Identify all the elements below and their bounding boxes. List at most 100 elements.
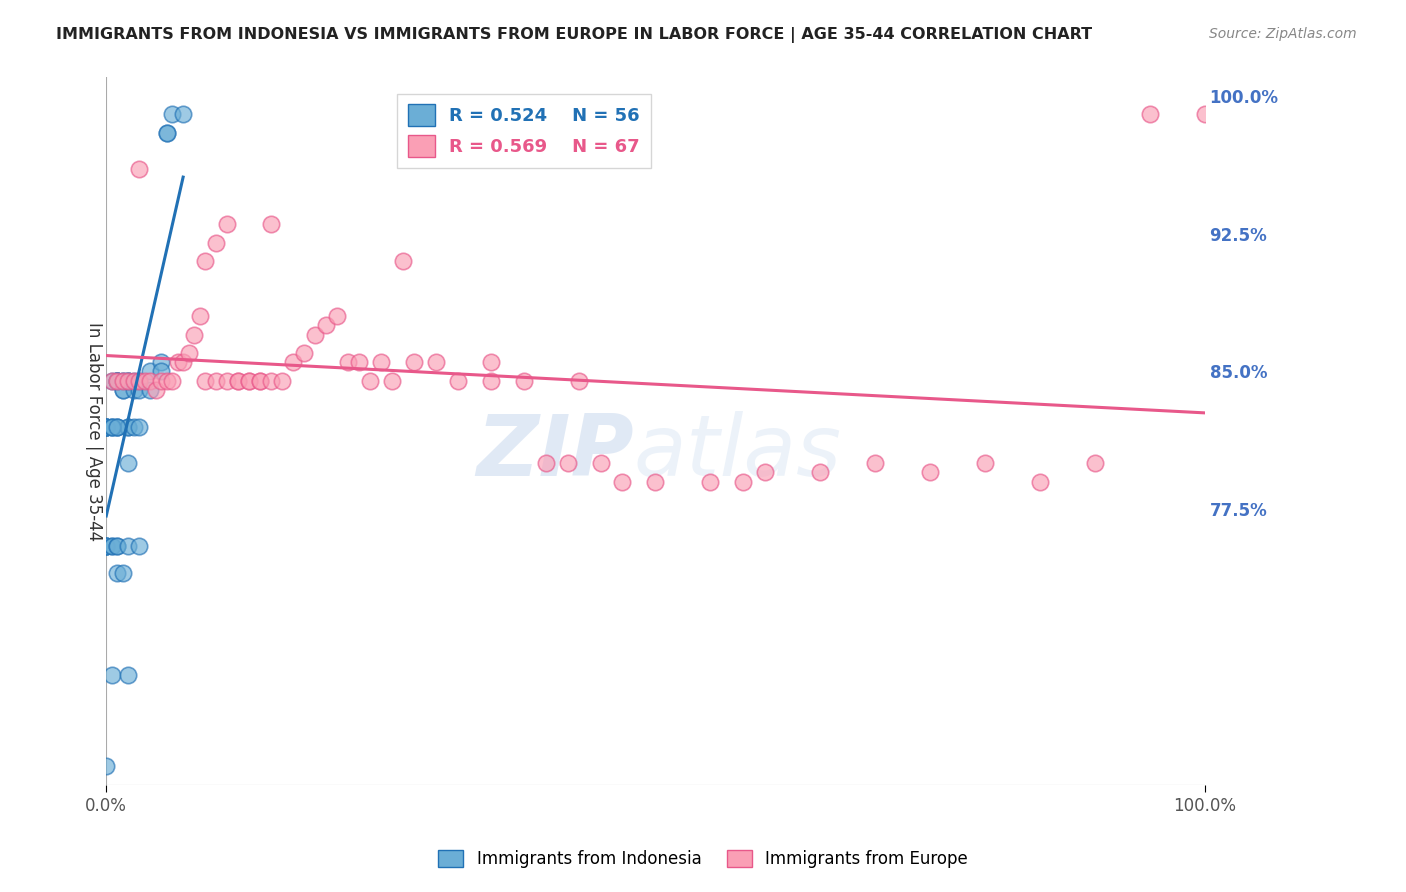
Point	[215, 374, 238, 388]
Point	[567, 374, 589, 388]
Point	[105, 566, 128, 581]
Point	[111, 383, 134, 397]
Text: ZIP: ZIP	[475, 411, 634, 494]
Point	[117, 374, 139, 388]
Point	[105, 539, 128, 553]
Point	[111, 374, 134, 388]
Point	[122, 419, 145, 434]
Point	[166, 355, 188, 369]
Point	[160, 374, 183, 388]
Point	[425, 355, 447, 369]
Point	[134, 374, 156, 388]
Point	[479, 374, 502, 388]
Point	[205, 374, 228, 388]
Point	[122, 374, 145, 388]
Point	[271, 374, 294, 388]
Point	[111, 383, 134, 397]
Point	[249, 374, 271, 388]
Point	[391, 254, 413, 268]
Point	[96, 539, 118, 553]
Point	[96, 759, 118, 773]
Point	[347, 355, 370, 369]
Point	[156, 374, 179, 388]
Point	[194, 254, 217, 268]
Point	[96, 539, 118, 553]
Point	[447, 374, 470, 388]
Point	[172, 107, 194, 121]
Point	[96, 419, 118, 434]
Point	[139, 364, 162, 378]
Point	[150, 364, 173, 378]
Point	[260, 374, 283, 388]
Point	[128, 162, 150, 177]
Point	[226, 374, 249, 388]
Point	[105, 374, 128, 388]
Point	[100, 419, 122, 434]
Point	[974, 456, 997, 470]
Y-axis label: In Labor Force | Age 35-44: In Labor Force | Age 35-44	[86, 321, 104, 541]
Point	[370, 355, 392, 369]
Point	[105, 374, 128, 388]
Point	[183, 327, 205, 342]
Legend: Immigrants from Indonesia, Immigrants from Europe: Immigrants from Indonesia, Immigrants fr…	[432, 843, 974, 875]
Point	[699, 475, 721, 489]
Point	[139, 383, 162, 397]
Point	[589, 456, 612, 470]
Point	[117, 419, 139, 434]
Point	[150, 355, 173, 369]
Point	[139, 374, 162, 388]
Point	[336, 355, 359, 369]
Point	[145, 383, 167, 397]
Point	[128, 383, 150, 397]
Point	[96, 539, 118, 553]
Point	[111, 374, 134, 388]
Point	[863, 456, 886, 470]
Point	[315, 318, 337, 333]
Point	[117, 374, 139, 388]
Point	[100, 667, 122, 681]
Point	[402, 355, 425, 369]
Point	[612, 475, 634, 489]
Point	[96, 419, 118, 434]
Point	[479, 355, 502, 369]
Point	[249, 374, 271, 388]
Point	[177, 346, 200, 360]
Point	[100, 374, 122, 388]
Point	[1194, 107, 1216, 121]
Point	[105, 419, 128, 434]
Point	[808, 466, 831, 480]
Text: IMMIGRANTS FROM INDONESIA VS IMMIGRANTS FROM EUROPE IN LABOR FORCE | AGE 35-44 C: IMMIGRANTS FROM INDONESIA VS IMMIGRANTS …	[56, 27, 1092, 43]
Point	[122, 374, 145, 388]
Point	[381, 374, 404, 388]
Point	[304, 327, 326, 342]
Point	[105, 539, 128, 553]
Point	[96, 419, 118, 434]
Point	[117, 374, 139, 388]
Point	[128, 419, 150, 434]
Point	[105, 374, 128, 388]
Point	[215, 218, 238, 232]
Point	[105, 374, 128, 388]
Point	[1029, 475, 1052, 489]
Point	[281, 355, 304, 369]
Point	[117, 374, 139, 388]
Point	[1084, 456, 1107, 470]
Point	[733, 475, 755, 489]
Point	[100, 539, 122, 553]
Text: Source: ZipAtlas.com: Source: ZipAtlas.com	[1209, 27, 1357, 41]
Point	[117, 539, 139, 553]
Point	[292, 346, 315, 360]
Text: atlas: atlas	[634, 411, 841, 494]
Point	[188, 310, 211, 324]
Point	[326, 310, 349, 324]
Point	[96, 539, 118, 553]
Point	[226, 374, 249, 388]
Point	[172, 355, 194, 369]
Point	[160, 107, 183, 121]
Point	[100, 419, 122, 434]
Point	[260, 218, 283, 232]
Point	[128, 374, 150, 388]
Point	[359, 374, 381, 388]
Point	[512, 374, 534, 388]
Point	[644, 475, 666, 489]
